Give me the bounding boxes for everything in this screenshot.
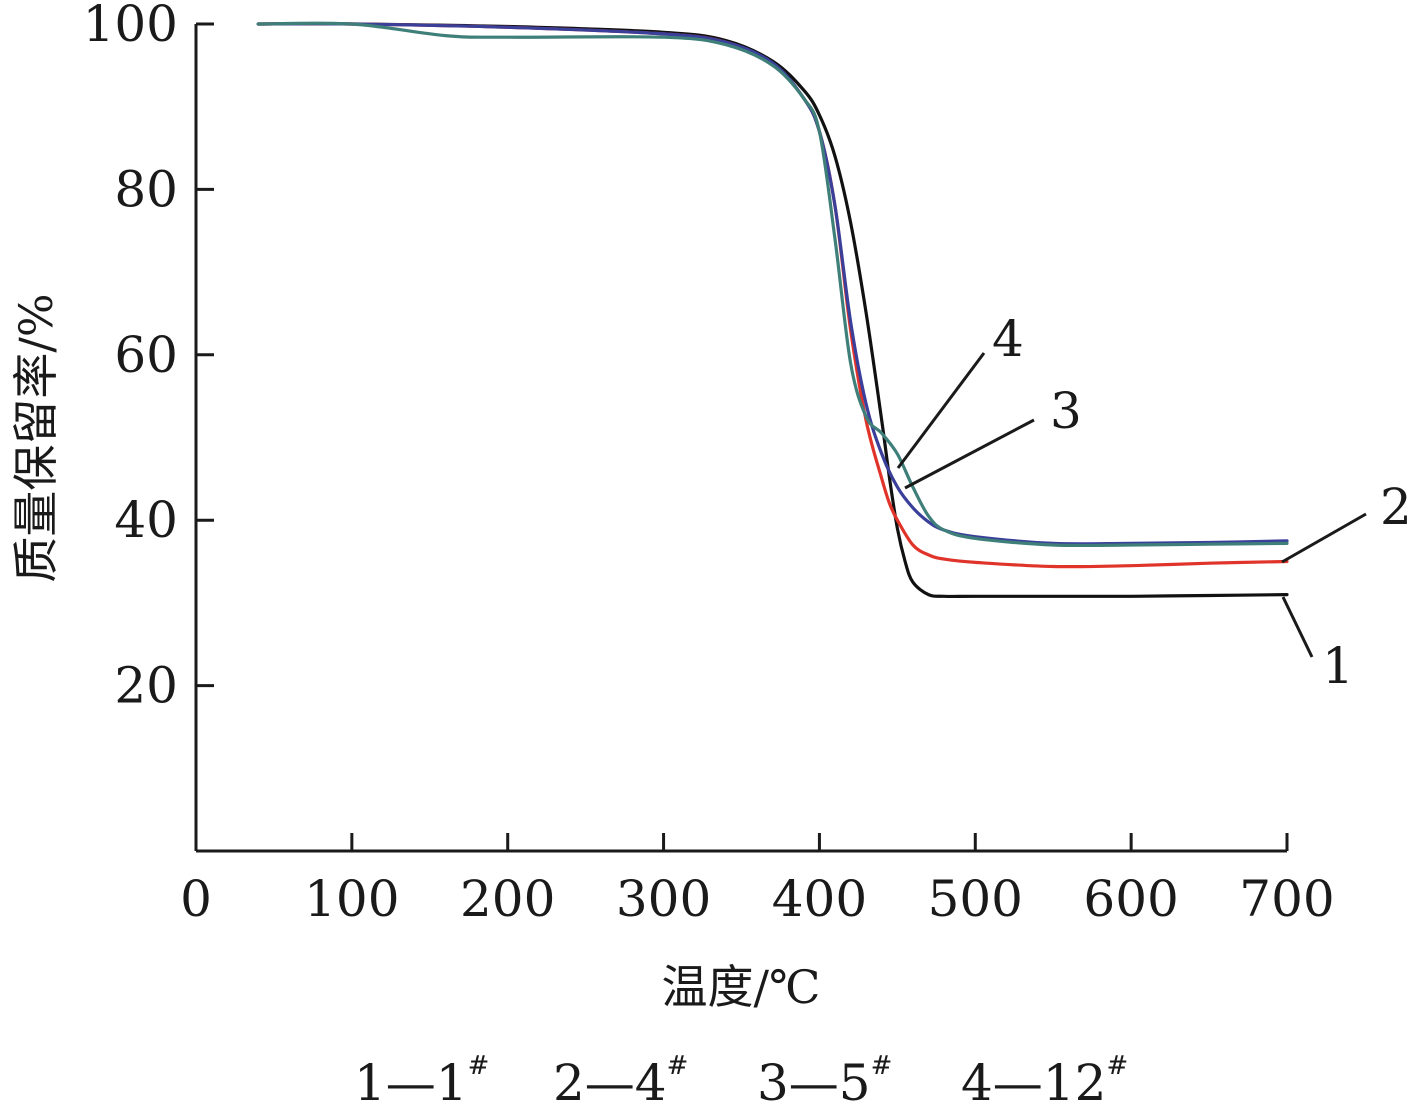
callout-label-4: 4 bbox=[992, 310, 1024, 368]
legend-entry-2: 2—4# bbox=[553, 1051, 688, 1104]
y-tick-label: 80 bbox=[114, 160, 178, 218]
callout-leader-3 bbox=[904, 418, 1035, 490]
x-tick-label: 100 bbox=[304, 870, 399, 928]
x-tick-label: 400 bbox=[772, 870, 867, 928]
callout-label-3: 3 bbox=[1050, 382, 1082, 440]
x-tick-label: 200 bbox=[460, 870, 555, 928]
y-tick-label: 20 bbox=[114, 657, 178, 715]
callout-leader-1 bbox=[1281, 596, 1314, 658]
series-line-2 bbox=[256, 22, 1289, 569]
series-line-4 bbox=[256, 21, 1289, 548]
x-tick-label: 0 bbox=[180, 870, 212, 928]
axes: 0 100 200 300 400 500 600 700 20 40 60 80 100 bbox=[83, 0, 1335, 928]
callout-label-2: 2 bbox=[1380, 478, 1410, 536]
x-tick-label: 300 bbox=[616, 870, 711, 928]
legend-entry-1: 1—1# bbox=[354, 1051, 489, 1104]
callout-label-1: 1 bbox=[1322, 637, 1354, 695]
y-tick-label: 100 bbox=[83, 0, 178, 53]
x-tick-label: 700 bbox=[1239, 870, 1334, 928]
x-tick-label: 600 bbox=[1083, 870, 1178, 928]
callout-layer: 1 2 34 bbox=[896, 310, 1410, 695]
series-line-3 bbox=[256, 22, 1289, 546]
y-tick-label: 40 bbox=[114, 491, 178, 549]
callout-leader-2 bbox=[1281, 512, 1367, 564]
x-tick-label: 500 bbox=[928, 870, 1023, 928]
series-line-1 bbox=[256, 22, 1289, 599]
x-axis-title: 温度/℃ bbox=[662, 960, 821, 1014]
legend-entry-4: 4—12# bbox=[961, 1051, 1128, 1104]
series-layer bbox=[256, 21, 1289, 599]
callout-leader-4 bbox=[896, 352, 986, 469]
y-tick-label: 60 bbox=[114, 326, 178, 384]
legend-entry-3: 3—5# bbox=[757, 1051, 892, 1104]
legend: 1—1# 2—4# 3—5# 4—12# bbox=[354, 1051, 1128, 1104]
y-axis-title: 质量保留率/% bbox=[9, 293, 63, 582]
